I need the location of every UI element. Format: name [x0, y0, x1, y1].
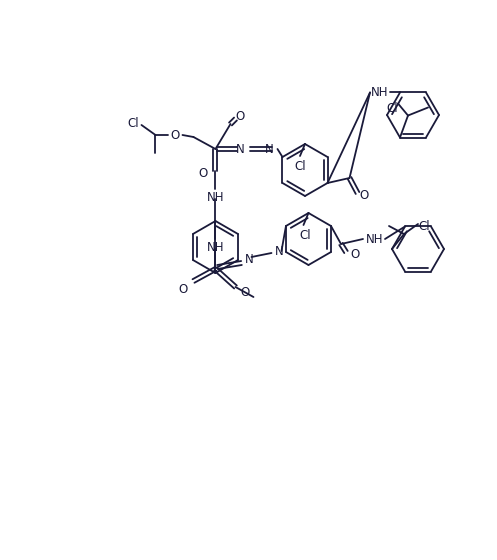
Text: N: N	[236, 142, 245, 156]
Text: Cl: Cl	[300, 228, 311, 241]
Text: Cl: Cl	[294, 160, 306, 172]
Text: O: O	[236, 110, 245, 123]
Text: N: N	[265, 142, 274, 156]
Text: N: N	[275, 245, 284, 258]
Text: NH: NH	[207, 190, 224, 203]
Text: O: O	[241, 286, 250, 298]
Text: NH: NH	[371, 86, 389, 99]
Text: Cl: Cl	[418, 220, 430, 232]
Text: O: O	[350, 248, 360, 260]
Text: O: O	[359, 189, 368, 202]
Text: O: O	[199, 166, 208, 180]
Text: O: O	[179, 282, 188, 296]
Text: Cl: Cl	[386, 102, 398, 115]
Text: Cl: Cl	[128, 116, 139, 129]
Text: N: N	[245, 253, 254, 265]
Text: NH: NH	[366, 232, 384, 245]
Text: NH: NH	[207, 240, 224, 254]
Text: O: O	[171, 128, 180, 142]
